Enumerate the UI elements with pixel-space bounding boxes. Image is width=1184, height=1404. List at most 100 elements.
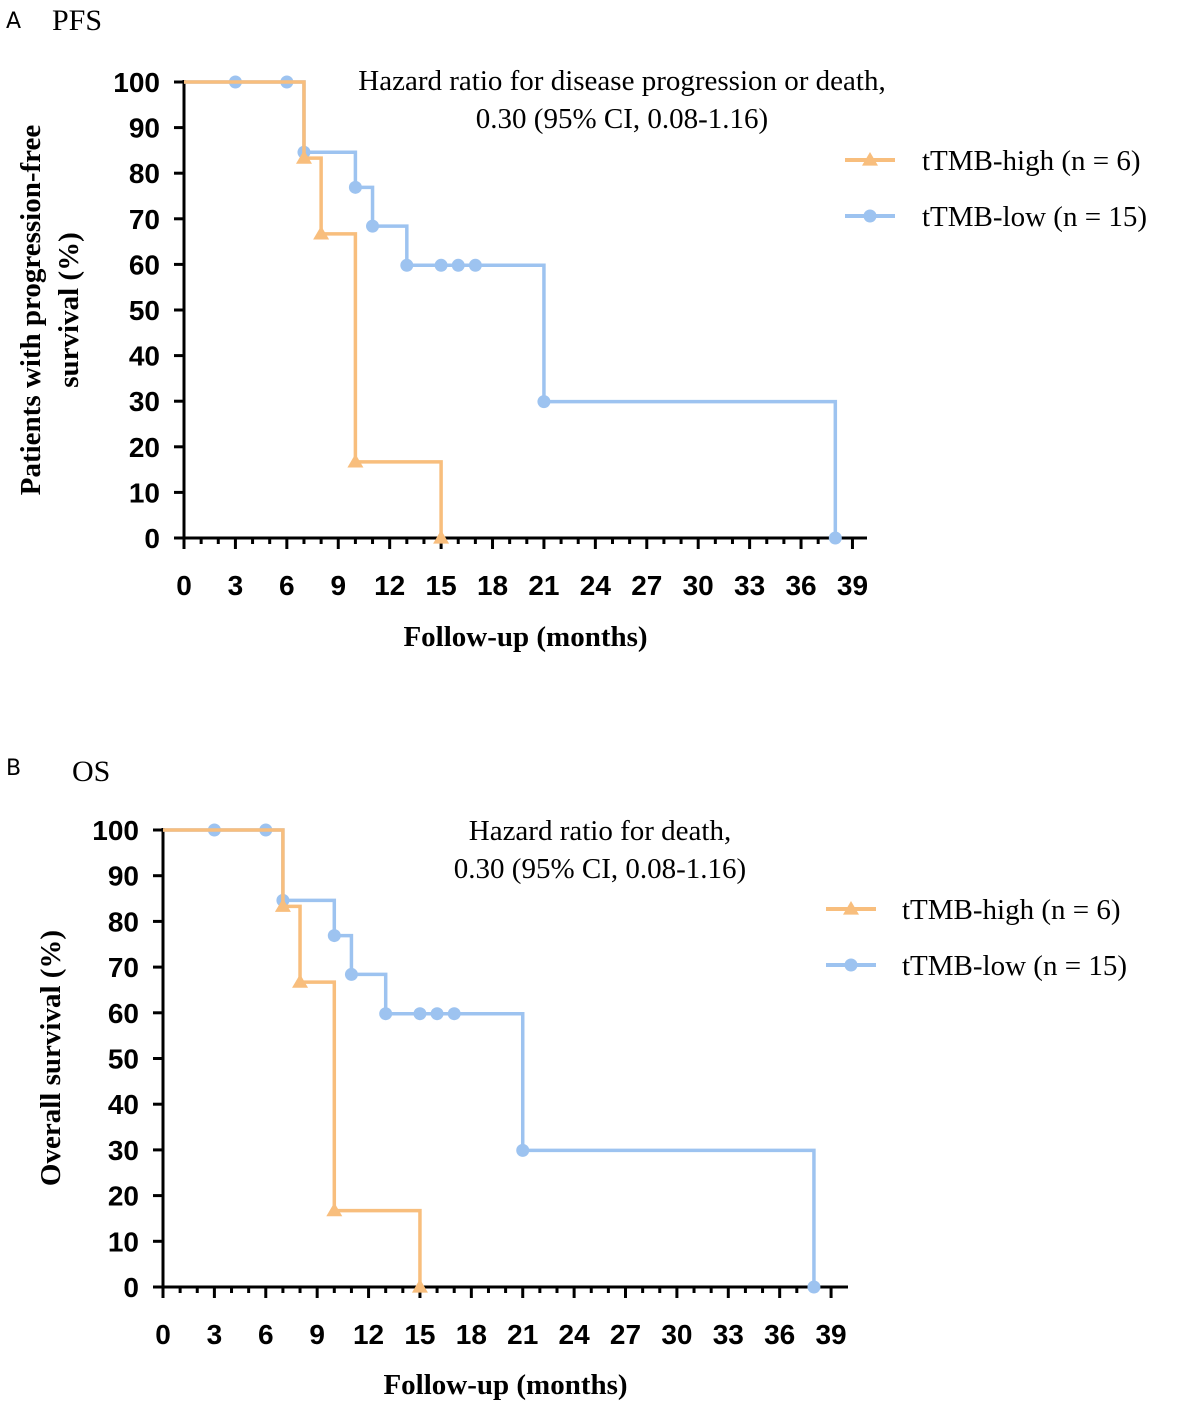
y-tick-label: 70 — [108, 952, 139, 983]
km-marker-tmb-low — [430, 1007, 444, 1021]
y-axis-title-line-1: Overall survival (%) — [35, 930, 67, 1186]
y-tick-label: 10 — [108, 1226, 139, 1257]
legend-marker-tmb-low — [863, 209, 877, 223]
legend-label-tmb-low: tTMB-low (n = 15) — [922, 201, 1147, 233]
legend-marker-tmb-high — [843, 901, 859, 915]
x-tick-label: 24 — [580, 570, 612, 601]
km-marker-tmb-low — [468, 258, 482, 272]
legend-label-tmb-high: tTMB-high (n = 6) — [922, 145, 1141, 177]
y-tick-label: 80 — [129, 158, 160, 189]
km-marker-tmb-high — [326, 1202, 343, 1217]
km-marker-tmb-low — [451, 258, 465, 272]
panel-a-pfs: A PFS Hazard ratio for disease progression… — [6, 4, 1147, 653]
x-tick-label: 0 — [176, 570, 192, 601]
hazard-ratio-line-1: Hazard ratio for death, — [469, 815, 731, 847]
x-tick-label: 18 — [477, 570, 508, 601]
km-marker-tmb-high — [411, 1279, 428, 1293]
km-marker-tmb-high — [295, 150, 312, 164]
km-marker-tmb-low — [379, 1007, 393, 1021]
km-curve-tmb-high — [184, 80, 443, 538]
x-tick-label: 30 — [683, 570, 714, 601]
y-tick-label: 80 — [108, 906, 139, 937]
km-marker-tmb-low — [366, 219, 380, 233]
km-marker-tmb-low — [828, 531, 842, 545]
y-tick-label: 0 — [123, 1272, 139, 1303]
y-axis-title-line-2: survival (%) — [53, 232, 85, 387]
x-tick-label: 6 — [279, 570, 295, 601]
x-tick-label: 3 — [228, 570, 244, 601]
km-marker-tmb-low — [348, 180, 362, 194]
x-tick-label: 3 — [207, 1319, 223, 1350]
panel-title: PFS — [52, 4, 102, 37]
km-curve-tmb-low — [184, 80, 838, 538]
km-marker-tmb-low — [344, 967, 358, 981]
km-marker-tmb-low — [413, 1007, 427, 1021]
x-tick-label: 33 — [734, 570, 765, 601]
x-tick-label: 27 — [610, 1319, 641, 1350]
x-tick-label: 33 — [713, 1319, 744, 1350]
x-tick-label: 24 — [559, 1319, 591, 1350]
km-marker-tmb-low — [807, 1280, 821, 1294]
y-axis-title-line-1: Patients with progression-free — [15, 125, 47, 496]
km-marker-tmb-high — [274, 898, 291, 912]
legend-label-tmb-high: tTMB-high (n = 6) — [902, 894, 1121, 926]
hazard-ratio-line-2: 0.30 (95% CI, 0.08-1.16) — [454, 853, 746, 885]
x-tick-label: 0 — [155, 1319, 171, 1350]
legend-marker-tmb-low — [844, 958, 858, 972]
y-tick-label: 50 — [129, 295, 160, 326]
km-marker-tmb-low — [537, 395, 551, 409]
panel-letter: B — [6, 756, 21, 781]
x-tick-label: 15 — [426, 570, 457, 601]
y-tick-label: 60 — [108, 998, 139, 1029]
km-marker-tmb-high — [347, 453, 364, 468]
x-tick-label: 12 — [374, 570, 405, 601]
y-tick-label: 0 — [144, 523, 160, 554]
km-marker-tmb-high — [433, 530, 450, 544]
x-tick-label: 18 — [456, 1319, 487, 1350]
y-tick-label: 100 — [113, 67, 160, 98]
km-marker-tmb-low — [400, 258, 414, 272]
x-tick-label: 36 — [764, 1319, 795, 1350]
km-marker-tmb-low — [447, 1007, 461, 1021]
km-curve-tmb-low — [163, 828, 816, 1287]
km-marker-tmb-low — [434, 258, 448, 272]
y-tick-label: 30 — [108, 1135, 139, 1166]
x-tick-label: 9 — [309, 1319, 325, 1350]
x-tick-label: 21 — [528, 570, 559, 601]
y-tick-label: 90 — [108, 861, 139, 892]
x-tick-label: 9 — [330, 570, 346, 601]
y-tick-label: 40 — [108, 1089, 139, 1120]
panel-title: OS — [72, 755, 110, 788]
x-axis-title: Follow-up (months) — [403, 621, 647, 653]
km-curve-tmb-high — [163, 828, 422, 1287]
y-tick-label: 20 — [108, 1181, 139, 1212]
x-tick-label: 15 — [404, 1319, 435, 1350]
y-tick-label: 90 — [129, 113, 160, 144]
km-marker-tmb-low — [327, 929, 341, 943]
x-tick-label: 27 — [631, 570, 662, 601]
x-axis-title: Follow-up (months) — [383, 1369, 627, 1401]
y-tick-label: 50 — [108, 1044, 139, 1075]
hazard-ratio-line-1: Hazard ratio for disease progression or … — [358, 65, 885, 97]
x-tick-label: 39 — [815, 1319, 846, 1350]
y-tick-label: 40 — [129, 341, 160, 372]
x-tick-label: 39 — [837, 570, 868, 601]
km-marker-tmb-low — [516, 1143, 530, 1157]
legend-marker-tmb-high — [862, 152, 878, 166]
y-tick-label: 100 — [92, 815, 139, 846]
x-tick-label: 6 — [258, 1319, 274, 1350]
hazard-ratio-line-2: 0.30 (95% CI, 0.08-1.16) — [476, 103, 768, 135]
y-tick-label: 20 — [129, 432, 160, 463]
x-tick-label: 21 — [507, 1319, 538, 1350]
x-tick-label: 30 — [661, 1319, 692, 1350]
y-tick-label: 10 — [129, 477, 160, 508]
x-tick-label: 12 — [353, 1319, 384, 1350]
x-tick-label: 36 — [785, 570, 816, 601]
y-tick-label: 70 — [129, 204, 160, 235]
km-marker-tmb-high — [292, 974, 309, 988]
y-tick-label: 60 — [129, 249, 160, 280]
km-marker-tmb-high — [313, 225, 330, 240]
panel-b-os: B OS Hazard ratio for death, 0.30 (95% CI, … — [6, 755, 1127, 1401]
legend-label-tmb-low: tTMB-low (n = 15) — [902, 950, 1127, 982]
